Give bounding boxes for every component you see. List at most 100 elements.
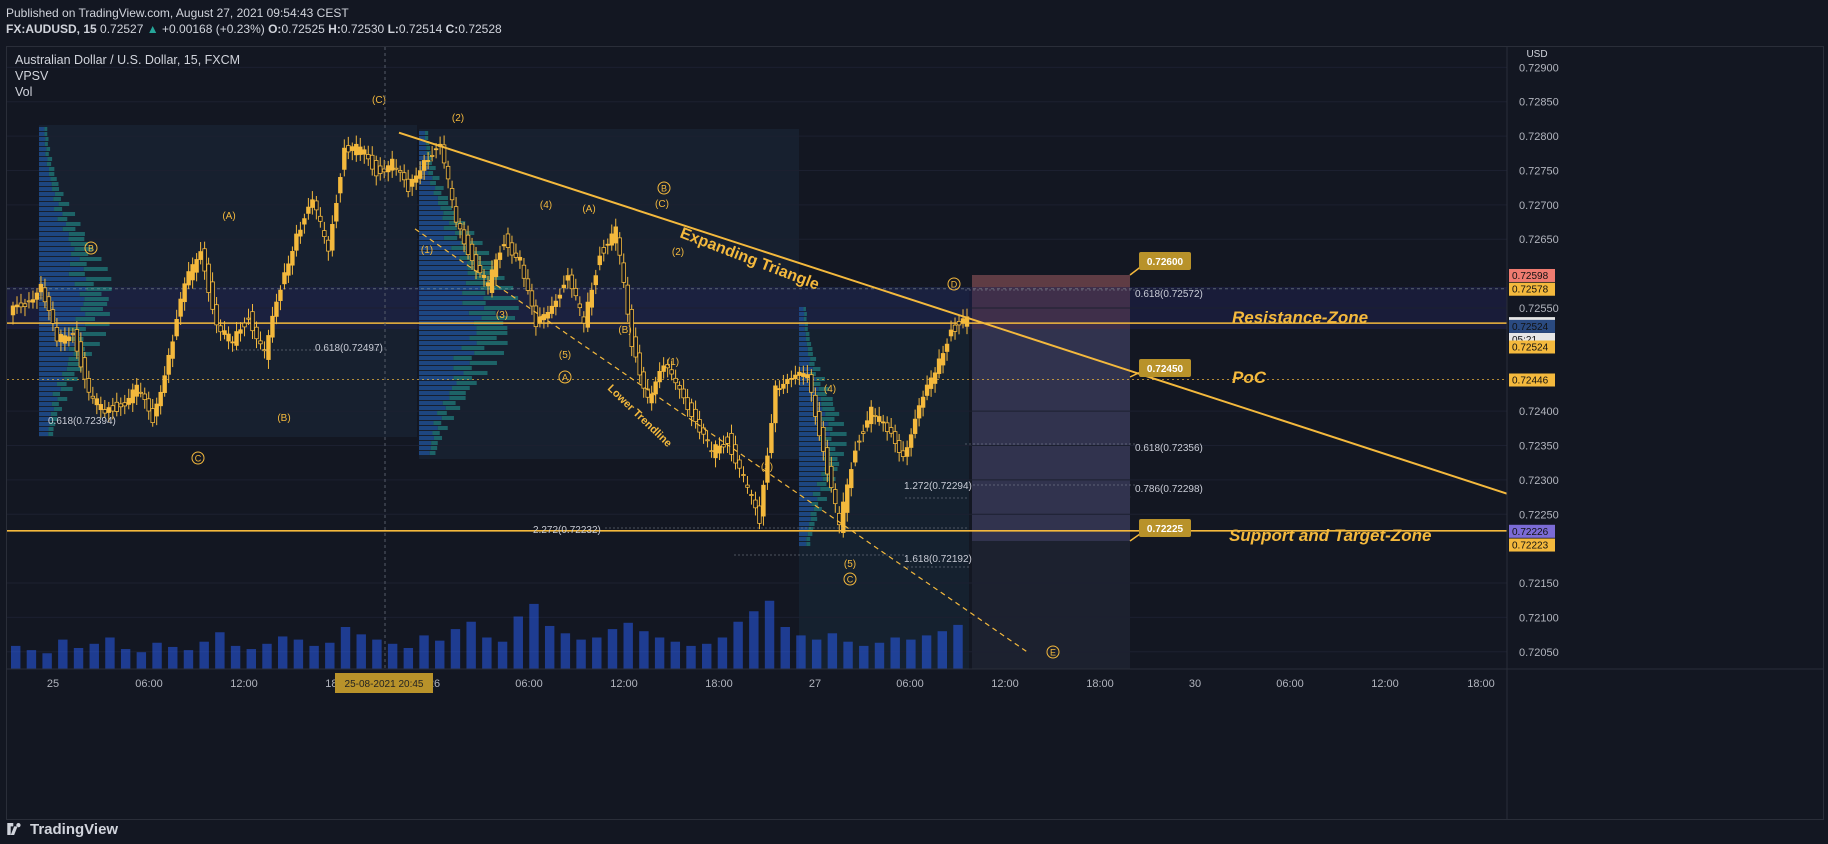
volume-bar <box>387 643 398 669</box>
legend-indicator-vol[interactable]: Vol <box>15 85 33 99</box>
profile-bar-up <box>39 362 68 366</box>
circled-wave-marker <box>843 572 857 586</box>
price-tag-label: 0.72524 <box>1512 322 1549 333</box>
profile-bar-down <box>809 522 815 526</box>
profile-bar-down <box>820 397 833 401</box>
profile-bar-down <box>430 446 438 450</box>
candle-body <box>354 143 359 156</box>
profile-bar-up <box>419 376 454 380</box>
candle-body <box>517 256 523 261</box>
candle-body <box>306 206 311 214</box>
profile-bar-down <box>68 272 85 276</box>
candle-body <box>238 329 243 334</box>
profile-bar-up <box>39 367 67 371</box>
profile-bar-down <box>442 401 456 405</box>
time-axis-tick: 18:00 <box>1086 678 1114 690</box>
profile-bar-up <box>419 301 463 305</box>
profile-bar-up <box>419 326 477 330</box>
high-label: H: <box>328 22 341 36</box>
profile-bar-down <box>476 326 508 330</box>
candle-body <box>793 374 798 380</box>
profile-bar-down <box>44 127 48 131</box>
profile-bar-up <box>419 311 469 315</box>
profile-bar-up <box>39 357 69 361</box>
candle-body <box>641 371 646 389</box>
candle-body <box>58 334 64 343</box>
profile-bar-down <box>829 442 847 446</box>
candle-body <box>829 465 834 489</box>
fib-label: 0.618(0.72497) <box>315 343 383 354</box>
candle-body <box>130 389 135 404</box>
candle-body <box>908 434 914 448</box>
candle-body <box>845 484 850 513</box>
profile-bar-up <box>419 391 450 395</box>
profile-bar-down <box>821 402 834 406</box>
profile-bar-down <box>476 341 508 345</box>
candle-body <box>110 405 115 412</box>
profile-bar-up <box>419 396 450 400</box>
profile-bar-down <box>474 276 505 280</box>
candle-body <box>102 409 108 414</box>
profile-bar-down <box>820 487 832 491</box>
price-tag-label: 0.72223 <box>1512 541 1549 552</box>
price-callout-label: 0.72600 <box>1147 257 1184 268</box>
candle-body <box>258 340 263 345</box>
profile-bar-down <box>46 147 51 151</box>
price-callout-label: 0.72225 <box>1147 524 1184 535</box>
profile-bar-up <box>799 452 829 456</box>
wave-label: (4) <box>824 384 836 395</box>
profile-bar-up <box>39 432 49 436</box>
circled-wave-marker <box>84 241 98 255</box>
candle-body <box>190 264 195 281</box>
candle-body <box>685 397 690 411</box>
chart-pane[interactable]: Expanding Triangle Lower Trendline Resista… <box>6 46 1824 820</box>
profile-bar-down <box>442 216 456 220</box>
legend-indicator-vpsv[interactable]: VPSV <box>15 69 49 83</box>
profile-bar-up <box>799 332 806 336</box>
candle-body <box>282 272 287 285</box>
candle-body <box>549 305 555 314</box>
price-tag <box>1509 319 1555 333</box>
candle-body <box>753 499 758 509</box>
profile-bar-up <box>419 271 468 275</box>
candle-body <box>218 325 223 333</box>
profile-bar-down <box>453 366 472 370</box>
profile-bar-down <box>75 317 95 321</box>
profile-bar-down <box>810 517 818 521</box>
candle-body <box>729 432 734 455</box>
candle-body <box>174 319 179 337</box>
profile-bar-up <box>419 256 460 260</box>
candle-body <box>46 296 52 311</box>
candle-body <box>270 315 275 338</box>
published-info: Published on TradingView.com, August 27,… <box>6 6 349 20</box>
volume-bar <box>890 637 900 669</box>
time-axis-tick: 12:00 <box>1371 678 1399 690</box>
circled-wave-label: C <box>847 575 854 585</box>
profile-bar-down <box>50 177 57 181</box>
profile-bar-up <box>39 277 87 281</box>
profile-bar-down <box>822 417 835 421</box>
profile-bar-up <box>39 397 58 401</box>
profile-bar-down <box>433 191 442 195</box>
candle-body <box>138 391 143 394</box>
profile-bar-up <box>799 362 810 366</box>
profile-bar-down <box>437 196 448 200</box>
profile-bar-down <box>825 462 840 466</box>
volume-bar <box>874 642 885 669</box>
candle-body <box>669 369 674 375</box>
candle-body <box>370 154 375 170</box>
volume-bar <box>607 629 618 669</box>
profile-bar-down <box>428 171 434 175</box>
profile-bar-up <box>39 222 66 226</box>
candle-body <box>761 484 766 517</box>
profile-bar-up <box>799 417 823 421</box>
circled-wave-label: A <box>562 373 568 383</box>
price-axis-tick: 0.72400 <box>1519 406 1559 418</box>
profile-bar-up <box>419 276 475 280</box>
profile-bar-up <box>419 351 475 355</box>
volume-bar <box>513 616 523 669</box>
candle-body <box>725 436 730 444</box>
volume-bar <box>277 636 288 669</box>
profile-bar-down <box>54 192 64 196</box>
